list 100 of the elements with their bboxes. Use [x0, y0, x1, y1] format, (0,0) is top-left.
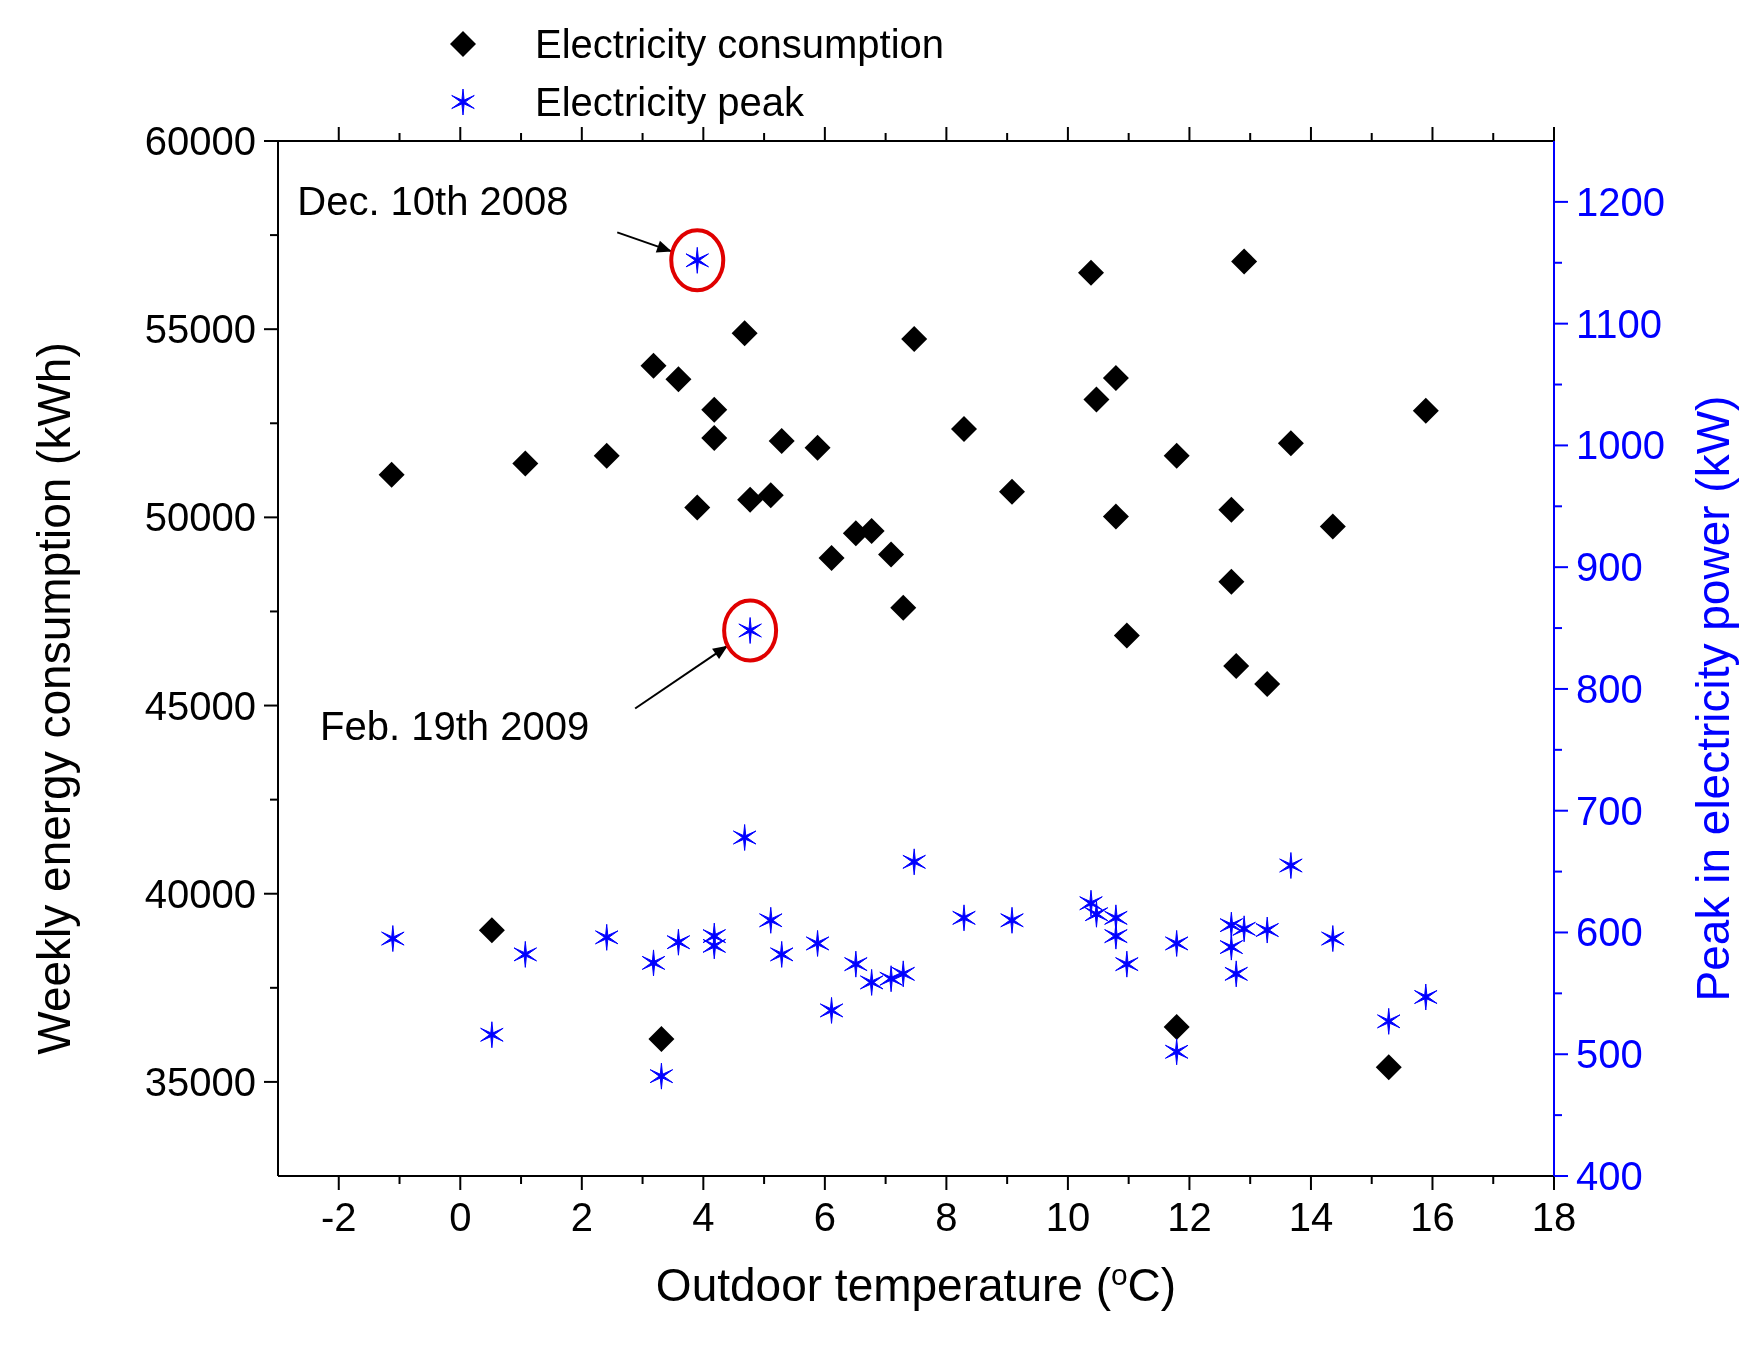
point	[480, 1021, 504, 1049]
point	[999, 478, 1025, 505]
point	[1163, 1013, 1190, 1040]
point	[641, 949, 666, 977]
point	[701, 424, 728, 451]
point	[901, 325, 928, 352]
point	[1255, 916, 1279, 944]
point	[1102, 503, 1129, 530]
point	[819, 996, 844, 1024]
point	[1115, 950, 1139, 978]
point	[732, 823, 757, 851]
point	[951, 415, 977, 442]
point	[844, 950, 868, 978]
point	[1084, 900, 1109, 928]
point	[594, 923, 619, 951]
point	[1000, 906, 1024, 934]
point	[1223, 653, 1250, 680]
y-tick-label: 40000	[144, 871, 256, 916]
x-tick-label: 12	[1167, 1195, 1212, 1239]
point	[1414, 983, 1438, 1011]
point	[818, 545, 845, 572]
point	[879, 965, 903, 993]
point	[378, 461, 405, 488]
point	[593, 442, 620, 469]
point	[1164, 929, 1189, 957]
y2-tick-label: 1200	[1576, 179, 1665, 224]
point	[1113, 622, 1140, 649]
point	[731, 320, 758, 347]
point	[648, 1026, 675, 1052]
y2-tick-label: 600	[1576, 910, 1643, 955]
point	[891, 960, 915, 988]
point	[513, 940, 538, 968]
point	[1218, 568, 1245, 595]
point	[1164, 1038, 1189, 1066]
point	[1319, 513, 1346, 540]
point	[1375, 1054, 1402, 1081]
y-axis-title: Weekly energy consumption (kWh)	[28, 342, 80, 1055]
point	[1232, 915, 1256, 943]
y2-tick-label: 1000	[1576, 423, 1665, 468]
point	[1376, 1007, 1401, 1035]
point	[1254, 671, 1281, 698]
y2-axis-title: Peak in electricity power (kW)	[1687, 395, 1739, 1002]
point	[640, 352, 667, 379]
y-tick-label: 35000	[144, 1059, 256, 1104]
point	[1102, 365, 1129, 392]
point	[649, 1062, 674, 1090]
point	[665, 366, 692, 393]
x-axis-title: Outdoor temperature ($^{o}$C)	[655, 1257, 1177, 1311]
point	[768, 427, 795, 454]
x-tick-label: 18	[1531, 1195, 1577, 1239]
y2-tick-label: 700	[1576, 788, 1643, 833]
point	[666, 928, 691, 956]
point	[890, 594, 917, 621]
x-tick-label: 14	[1288, 1195, 1334, 1239]
x-tick-label: 6	[813, 1195, 836, 1239]
y2-tick-label: 800	[1576, 666, 1643, 711]
point	[478, 917, 505, 944]
x-tick-label: 4	[692, 1195, 715, 1239]
point	[1231, 248, 1258, 275]
y-tick-label: 55000	[144, 307, 256, 352]
point	[1083, 386, 1110, 413]
point	[805, 929, 830, 957]
point	[769, 940, 794, 968]
point	[902, 848, 926, 876]
point	[1104, 922, 1128, 950]
annotation: Dec. 10th 2008	[297, 179, 569, 224]
point	[1321, 925, 1345, 953]
point	[759, 906, 783, 934]
point	[1079, 889, 1103, 917]
legend-label: Electricity peak	[535, 80, 805, 124]
y-tick-label: 60000	[144, 119, 256, 163]
point	[1277, 430, 1304, 457]
point	[1224, 960, 1248, 988]
point	[702, 932, 727, 960]
x-tick-label: -2	[320, 1195, 357, 1239]
y2-tick-label: 900	[1576, 545, 1643, 590]
x-tick-label: 16	[1410, 1195, 1455, 1239]
y2-tick-label: 1100	[1576, 301, 1663, 346]
point	[757, 482, 784, 509]
point	[512, 450, 539, 477]
point	[701, 396, 728, 423]
x-tick-label: 10	[1045, 1195, 1091, 1239]
x-tick-label: 2	[570, 1195, 593, 1239]
point	[952, 904, 976, 932]
point	[684, 494, 711, 521]
point	[878, 541, 905, 568]
point	[1077, 259, 1104, 286]
y-tick-label: 50000	[144, 495, 256, 540]
point	[1163, 442, 1190, 469]
point	[859, 968, 884, 996]
legend-label: Electricity consumption	[535, 22, 945, 66]
x-tick-label: 8	[935, 1195, 958, 1239]
point	[1279, 852, 1303, 879]
point	[804, 434, 831, 461]
y-tick-label: 45000	[144, 683, 256, 728]
y2-tick-label: 400	[1576, 1154, 1643, 1198]
annotation: Feb. 19th 2009	[320, 704, 590, 749]
point	[1218, 496, 1245, 523]
y2-tick-label: 500	[1576, 1032, 1643, 1077]
point	[1219, 933, 1244, 961]
